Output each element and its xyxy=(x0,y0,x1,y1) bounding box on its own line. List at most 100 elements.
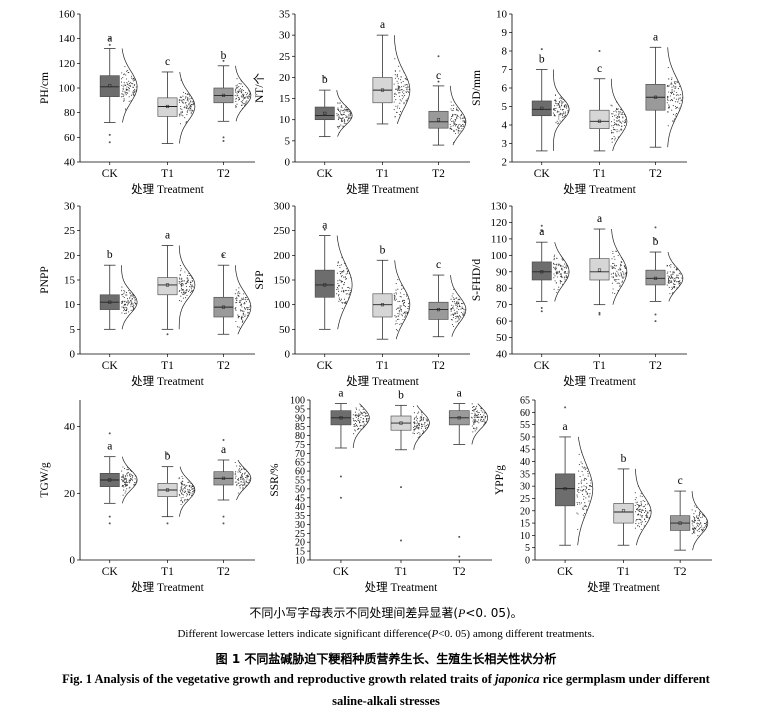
jitter-point xyxy=(241,85,243,87)
y-axis-label: S-FHD/d xyxy=(471,259,483,301)
jitter-point xyxy=(676,287,678,289)
jitter-point xyxy=(402,299,404,301)
jitter-point xyxy=(693,513,695,515)
jitter-point xyxy=(360,405,362,407)
jitter-point xyxy=(699,510,701,513)
jitter-point xyxy=(394,92,396,94)
y-tick-label: 60 xyxy=(496,316,508,328)
jitter-point xyxy=(337,295,340,297)
jitter-point xyxy=(554,110,556,112)
jitter-point xyxy=(454,132,457,135)
jitter-point xyxy=(128,87,130,89)
jitter-point xyxy=(179,96,182,98)
jitter-point xyxy=(679,273,681,275)
y-axis-label: SSR/% xyxy=(269,463,281,497)
jitter-point xyxy=(670,264,672,266)
jitter-point xyxy=(615,265,617,267)
jitter-point xyxy=(191,109,193,111)
jitter-point xyxy=(345,265,347,267)
jitter-point xyxy=(457,110,459,112)
jitter-point xyxy=(691,520,693,522)
jitter-point xyxy=(361,424,363,426)
jitter-point xyxy=(612,250,614,252)
jitter-point xyxy=(345,123,347,125)
jitter-point xyxy=(180,295,182,297)
jitter-point xyxy=(639,508,641,510)
jitter-point xyxy=(183,494,185,496)
jitter-point xyxy=(590,485,592,487)
jitter-point xyxy=(124,84,126,86)
jitter-point xyxy=(621,281,623,283)
jitter-point xyxy=(128,302,130,304)
jitter-point xyxy=(457,115,459,117)
jitter-point xyxy=(553,288,555,290)
y-tick-label: 25 xyxy=(64,225,76,237)
jitter-point xyxy=(125,478,127,480)
jitter-point xyxy=(480,418,482,420)
jitter-point xyxy=(560,113,562,115)
jitter-point xyxy=(616,270,618,272)
jitter-point xyxy=(394,299,396,301)
jitter-point xyxy=(362,425,364,427)
box-T1 xyxy=(157,97,178,117)
jitter-point xyxy=(557,289,559,291)
jitter-point xyxy=(703,523,706,525)
jitter-point xyxy=(479,420,482,422)
jitter-point xyxy=(421,410,423,412)
y-tick-label: 0 xyxy=(70,349,76,361)
jitter-point xyxy=(179,290,181,292)
jitter-point xyxy=(125,309,128,311)
density-curve xyxy=(610,78,628,151)
jitter-point xyxy=(697,519,699,522)
jitter-point xyxy=(560,99,562,101)
jitter-point xyxy=(134,300,136,302)
jitter-point xyxy=(182,488,185,490)
jitter-point xyxy=(452,316,454,318)
jitter-point xyxy=(123,475,125,477)
jitter-point xyxy=(700,522,702,524)
jitter-point xyxy=(424,428,426,430)
jitter-point xyxy=(190,275,192,277)
jitter-point xyxy=(399,102,401,104)
jitter-point xyxy=(400,308,402,310)
jitter-point xyxy=(182,297,184,299)
jitter-point xyxy=(456,305,459,307)
jitter-point xyxy=(634,504,636,507)
jitter-point xyxy=(694,520,696,522)
jitter-point xyxy=(671,86,673,88)
density-curve xyxy=(235,265,252,335)
jitter-point xyxy=(360,428,362,430)
jitter-point xyxy=(241,298,243,301)
jitter-point xyxy=(563,277,565,279)
jitter-point xyxy=(235,106,237,109)
jitter-point xyxy=(701,514,704,516)
jitter-point xyxy=(615,279,617,281)
jitter-point xyxy=(697,518,699,520)
jitter-point xyxy=(234,477,236,479)
x-tick-label: T1 xyxy=(161,360,174,372)
jitter-point xyxy=(552,112,554,114)
jitter-point xyxy=(179,99,181,102)
jitter-point xyxy=(126,91,128,94)
jitter-point xyxy=(615,101,618,103)
jitter-point xyxy=(705,522,707,524)
jitter-point xyxy=(240,304,243,306)
jitter-point xyxy=(338,117,340,119)
jitter-point xyxy=(241,306,243,308)
jitter-point xyxy=(693,516,695,518)
jitter-point xyxy=(185,104,187,106)
jitter-point xyxy=(246,474,249,476)
jitter-point xyxy=(133,94,135,96)
jitter-point xyxy=(620,264,622,266)
jitter-point xyxy=(556,270,558,272)
jitter-point xyxy=(181,475,183,478)
jitter-point xyxy=(647,516,649,518)
jitter-point xyxy=(461,125,463,127)
jitter-point xyxy=(128,468,130,470)
jitter-point xyxy=(561,114,564,116)
jitter-point xyxy=(185,107,187,109)
jitter-point xyxy=(474,417,476,419)
jitter-point xyxy=(192,100,194,102)
jitter-point xyxy=(581,463,583,465)
jitter-point xyxy=(237,314,239,316)
